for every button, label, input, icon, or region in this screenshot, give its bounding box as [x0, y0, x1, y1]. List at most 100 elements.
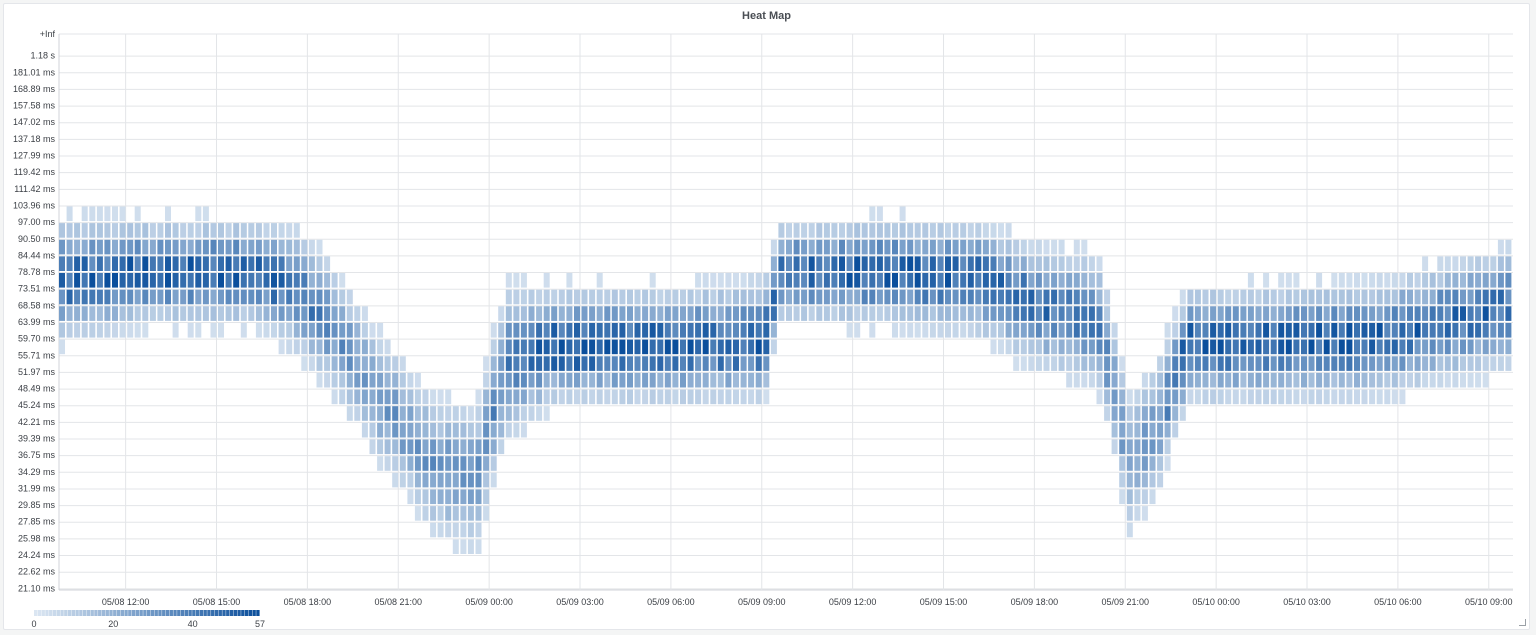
- resize-handle-icon[interactable]: [1519, 619, 1526, 626]
- heatmap-cell: [770, 289, 777, 305]
- heatmap-cell: [755, 372, 762, 388]
- y-tick-label: 24.24 ms: [18, 550, 56, 560]
- heatmap-cell: [929, 256, 936, 271]
- legend-swatch: [56, 610, 60, 616]
- heatmap-cell: [286, 306, 293, 321]
- heatmap-cell: [1490, 289, 1497, 305]
- heatmap-cell: [596, 372, 603, 388]
- heatmap-cell: [225, 239, 232, 255]
- heatmap-cell: [1202, 389, 1209, 405]
- y-tick-label: 29.85 ms: [18, 500, 56, 510]
- heatmap-cell: [922, 223, 929, 238]
- heatmap-cell: [937, 223, 944, 238]
- legend-swatch: [45, 610, 49, 616]
- heatmap-cell: [210, 273, 217, 288]
- heatmap-cell: [286, 339, 293, 355]
- heatmap-cell: [1088, 306, 1095, 321]
- heatmap-cell: [695, 273, 702, 288]
- heatmap-cell: [907, 323, 914, 338]
- heatmap-cell: [66, 273, 73, 288]
- heatmap-cell: [1240, 356, 1247, 371]
- heatmap-cell: [1111, 323, 1118, 338]
- heatmap-cell: [899, 306, 906, 321]
- heatmap-cell: [793, 223, 800, 238]
- heatmap-cell: [574, 389, 580, 405]
- heatmap-cell: [490, 339, 497, 355]
- heatmap-cell: [1270, 339, 1277, 355]
- heatmap-cell: [982, 306, 989, 321]
- heatmap-cell: [81, 323, 88, 338]
- heatmap-cell: [1081, 372, 1088, 388]
- heatmap-cell: [1331, 356, 1338, 371]
- heatmap-cell: [1407, 339, 1413, 355]
- heatmap-cell: [225, 273, 232, 288]
- heatmap-cell: [1126, 456, 1133, 471]
- heatmap-cell: [892, 323, 898, 338]
- heatmap-cell: [1308, 289, 1315, 305]
- heatmap-cell: [293, 339, 300, 355]
- heatmap-cell: [611, 372, 618, 388]
- heatmap-cell: [929, 223, 936, 238]
- heatmap-cell: [1210, 389, 1217, 405]
- heatmap-cell: [1172, 339, 1179, 355]
- heatmap-cell: [467, 506, 474, 521]
- heatmap-cell: [1104, 372, 1111, 388]
- heatmap-cell: [414, 422, 421, 438]
- heatmap-cell: [324, 256, 331, 271]
- heatmap-cell: [59, 323, 65, 338]
- heatmap-cell: [1020, 306, 1027, 321]
- legend-swatch: [143, 610, 147, 616]
- heatmap-cell: [96, 306, 103, 321]
- heatmap-cell: [1119, 439, 1126, 455]
- heatmap-cell: [134, 273, 141, 288]
- heatmap-cell: [195, 273, 202, 288]
- heatmap-cell: [316, 306, 323, 321]
- heatmap-cell: [1217, 323, 1224, 338]
- y-tick-label: 73.51 ms: [18, 284, 56, 294]
- heatmap-cell: [1081, 273, 1088, 288]
- heatmap-cell: [377, 339, 384, 355]
- heatmap-cell: [1467, 289, 1474, 305]
- heatmap-cell: [960, 239, 967, 255]
- heatmap-cell: [293, 306, 300, 321]
- heatmap-cell: [589, 289, 596, 305]
- heatmap-cell: [89, 289, 96, 305]
- heatmap-cell: [354, 306, 361, 321]
- heatmap-cell: [1051, 339, 1058, 355]
- heatmap-cell: [278, 289, 285, 305]
- y-tick-label: 51.97 ms: [18, 367, 56, 377]
- heatmap-cell: [1301, 372, 1307, 388]
- heatmap-cell: [1247, 389, 1254, 405]
- heatmap-cell: [430, 422, 437, 438]
- heatmap-cell: [1088, 273, 1095, 288]
- heatmap-cell: [1035, 339, 1042, 355]
- heatmap-cell: [195, 289, 202, 305]
- heatmap-cell: [422, 489, 429, 505]
- x-tick-label: 05/08 12:00: [102, 597, 150, 607]
- heatmap-cell: [831, 306, 838, 321]
- heatmap-cell: [725, 323, 732, 338]
- heatmap-cell: [445, 456, 452, 471]
- heatmap-cell: [112, 273, 118, 288]
- heatmap-cell: [346, 389, 353, 405]
- heatmap-cell: [1338, 372, 1345, 388]
- heatmap-cell: [1482, 273, 1489, 288]
- heatmap-cell: [907, 306, 914, 321]
- heatmap-cell: [1505, 289, 1512, 305]
- x-tick-label: 05/10 09:00: [1465, 597, 1513, 607]
- heatmap-cell: [278, 323, 285, 338]
- heatmap-cell: [1172, 406, 1179, 421]
- heatmap-cell: [233, 239, 240, 255]
- heatmap-cell: [119, 323, 126, 338]
- heatmap-cell: [1217, 372, 1224, 388]
- heatmap-cell: [1308, 306, 1315, 321]
- heatmap-cell: [574, 289, 580, 305]
- heatmap-cell: [1126, 506, 1133, 521]
- heatmap-cell: [702, 356, 709, 371]
- heatmap-cell: [1270, 289, 1277, 305]
- heatmap-cell: [1505, 356, 1512, 371]
- heatmap-cell: [1066, 372, 1073, 388]
- heatmap-cell: [1452, 339, 1459, 355]
- heatmap-cell: [1467, 306, 1474, 321]
- heatmap-cell: [854, 223, 861, 238]
